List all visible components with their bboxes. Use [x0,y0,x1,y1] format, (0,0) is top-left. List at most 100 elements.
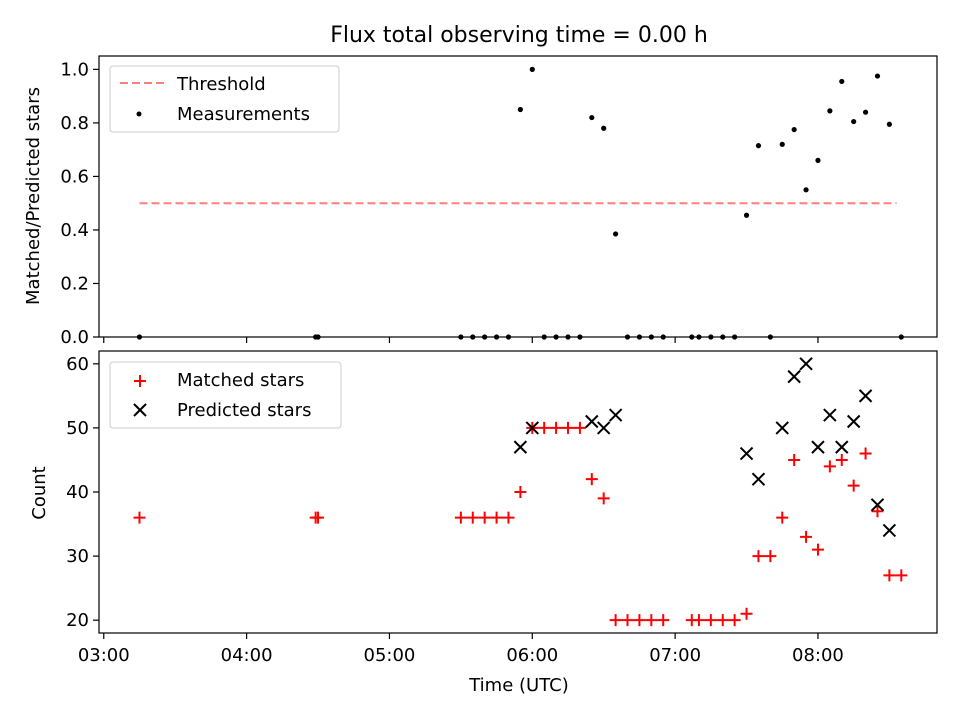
matched-star-point [454,511,467,524]
predicted-star-point [846,414,861,429]
x-axis-label: Time (UTC) [468,675,569,696]
matched-star-point [573,421,586,434]
measurement-point [862,109,869,115]
legend-measurements-swatch [136,111,142,117]
x-tick-label: 05:00 [364,645,416,666]
legend-matched-swatch [134,375,146,387]
matched-star-point [776,511,789,524]
top-y-axis-label: Matched/Predicted stars [23,87,44,305]
matched-star-point [621,614,634,627]
top-y-tick-label: 1.0 [60,59,89,80]
bottom-y-tick-label: 20 [66,610,89,631]
predicted-star-point [787,369,801,384]
predicted-star-point [823,408,837,422]
measurement-point [827,108,833,114]
matched-star-point [561,421,574,434]
measurement-point [743,212,750,218]
matched-star-point [823,460,836,473]
top-y-tick-label: 0.8 [60,113,89,134]
x-tick-label: 04:00 [221,645,273,666]
top-axes-frame [98,55,938,338]
matched-star-point [871,505,884,518]
matched-star-point [847,479,860,492]
matched-star-point [895,569,908,582]
matched-star-point [514,486,527,498]
legend-measurements-label: Measurements [177,104,310,125]
measurement-point [529,66,535,72]
matched-star-point [883,569,896,582]
measurement-point [815,157,821,163]
predicted-star-point [811,440,825,454]
matched-star-point [716,614,729,627]
matched-star-point [811,543,824,556]
legend-matched-label: Matched stars [177,370,304,391]
top-y-tick-label: 0.2 [60,273,89,294]
matched-star-point [550,421,563,434]
measurement-point [755,143,762,149]
bottom-y-tick-label: 50 [66,418,89,439]
matched-star-point [800,530,813,543]
predicted-star-point [799,357,813,371]
measurement-point [851,118,857,125]
predicted-star-point [870,498,885,512]
x-tick-label: 03:00 [78,645,130,666]
matched-star-point [633,614,646,627]
measurement-point [613,231,619,237]
measurement-point [601,125,607,131]
matched-star-point [609,614,622,627]
top-panel: Flux total observing time = 0.00 h Match… [23,23,938,348]
top-plot-area: 0.0 0.2 0.4 0.6 0.8 1.0 [60,59,904,348]
measurement-point [839,78,845,85]
bottom-y-tick-label: 40 [66,482,89,503]
top-y-tick-label: 0.4 [60,220,89,241]
matched-star-point [692,614,705,627]
bottom-y-tick-label: 60 [66,354,89,375]
matched-star-point [538,421,551,434]
matched-star-point [490,511,503,524]
top-chart-title: Flux total observing time = 0.00 h [330,23,708,48]
predicted-star-point [608,408,623,422]
matched-star-point [740,607,753,620]
legend-predicted-label: Predicted stars [177,400,311,421]
matched-star-point [752,550,765,563]
matched-star-point [502,511,515,524]
bottom-plot-area: 20 30 40 50 60 03:00 04:00 05:00 06:00 07:00 08:00 [66,354,908,666]
x-tick-label: 08:00 [792,645,844,666]
matched-star-point [764,550,777,563]
matched-star-point [704,614,717,627]
bottom-y-axis-label: Count [29,466,50,519]
predicted-star-point [525,421,539,435]
predicted-star-point [596,421,611,435]
top-legend-box [109,65,340,133]
matched-star-point [466,511,479,524]
x-tick-label: 06:00 [506,645,558,666]
matched-star-point [478,511,491,524]
matched-star-point [312,511,325,524]
predicted-star-point [739,446,754,461]
top-y-tick-label: 0.6 [60,166,89,187]
measurement-point [886,121,892,127]
measurement-point [791,126,797,133]
bottom-panel: Count Time (UTC) 20 30 40 50 60 03:00 04:00 05:… [29,350,938,696]
matched-star-point [585,473,598,486]
predicted-star-point [585,414,599,429]
top-y-tick-label: 0.0 [60,327,89,348]
legend-threshold-label: Threshold [176,74,266,95]
matched-star-point [645,614,658,627]
bottom-legend-box [109,361,342,429]
matched-star-point [859,447,872,460]
matched-star-point [657,614,670,627]
legend-predicted-swatch [133,403,147,417]
bottom-y-tick-label: 30 [66,546,89,567]
matched-star-point [133,511,146,524]
measurement-point [874,73,881,79]
predicted-star-point [882,523,897,538]
bottom-axes-frame [98,350,938,634]
predicted-star-point [513,440,528,454]
predicted-star-point [775,421,789,435]
matched-star-point [728,614,741,627]
matched-star-point [788,453,801,466]
matched-star-point [835,453,848,466]
predicted-star-point [858,389,873,403]
